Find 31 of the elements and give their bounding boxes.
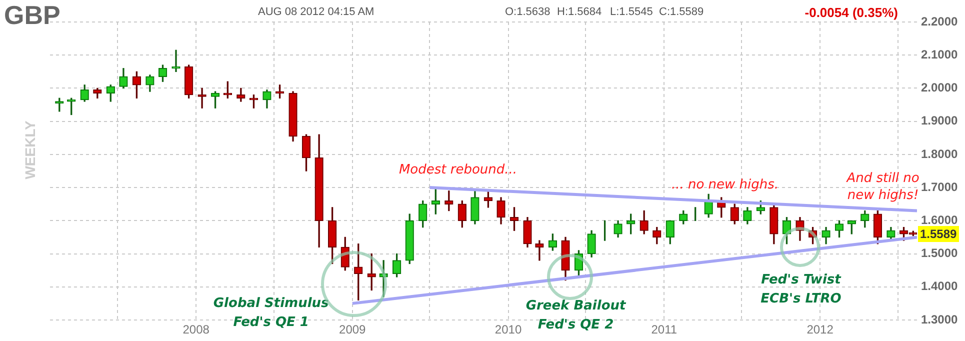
x-tick-label: 2008 [182,322,210,337]
y-tick-label: 1.7000 [921,180,958,194]
annotation: And still no new highs! [846,170,920,204]
annotation: ... no new highs. [671,176,779,194]
y-tick-label: 1.5000 [921,246,958,260]
y-tick-label: 2.2000 [921,14,958,28]
y-tick-label: 2.0000 [921,80,958,95]
x-tick-label: 2011 [651,322,678,337]
candlestick [172,50,180,72]
chart-subtitle: AUG 08 2012 04:15 AM [258,6,374,18]
y-tick-label: 2.1000 [921,47,958,62]
y-tick-label: 1.6000 [921,212,958,227]
y-tick-label: 1.8000 [921,146,958,161]
x-tick-label: 2010 [494,322,522,337]
annotation: Modest rebound... [398,162,518,178]
text: H:1.5684 [557,6,602,18]
text: L:1.5545 [610,6,653,18]
text: O:1.5638 [505,6,550,18]
candlestick [535,240,544,261]
y-tick-label: 1.4000 [921,279,958,294]
annotation: Greek Bailout Fed's QE 2 [526,298,626,332]
y-tick-label: 1.3000 [921,312,958,326]
x-tick-label: 2009 [339,322,366,337]
annotation: Global Stimulus Fed's QE 1 [213,296,330,330]
chart-title: GBP [4,0,60,31]
text: C:1.5589 [659,6,704,18]
text: -0.0054 (0.35%) [804,5,898,20]
text: 1.5589 [918,226,959,242]
annotation: Fed's Twist ECB's LTRO [760,272,842,307]
x-tick-label: 2012 [806,322,834,337]
y-tick-label: 1.9000 [921,114,958,128]
